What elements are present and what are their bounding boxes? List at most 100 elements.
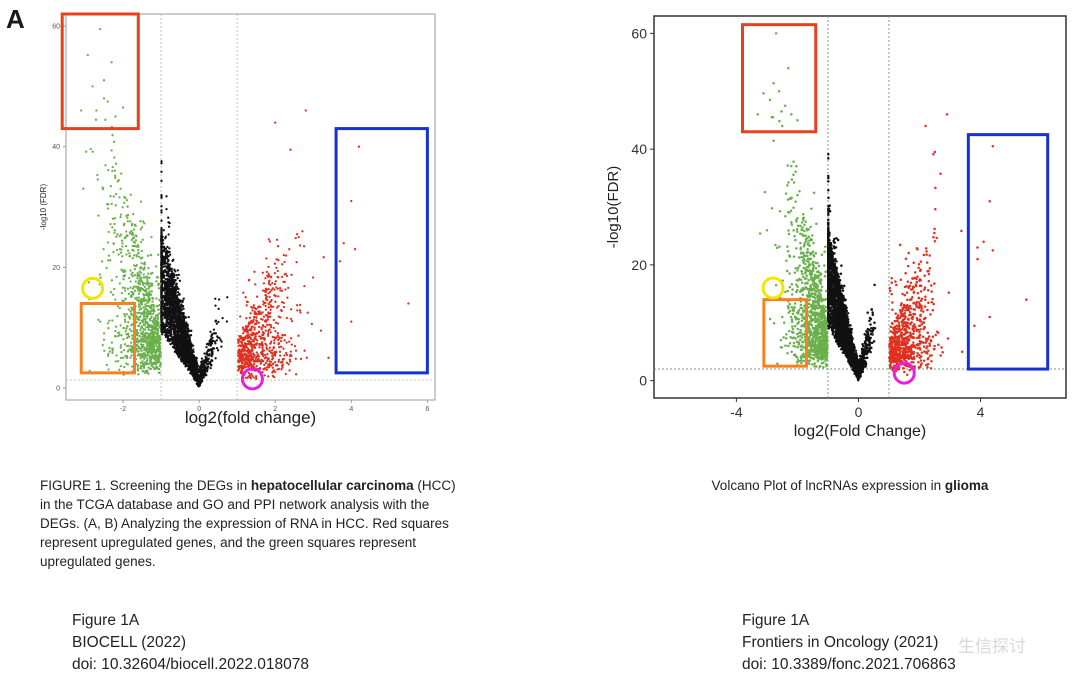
point-not-significant <box>167 280 170 283</box>
point-downregulated <box>142 312 146 315</box>
point-not-significant <box>182 307 185 310</box>
point-downregulated <box>137 353 141 356</box>
point-upregulated <box>248 328 252 331</box>
point-not-significant <box>217 298 221 301</box>
point-not-significant <box>164 314 168 317</box>
point-not-significant <box>178 325 181 328</box>
point-upregulated <box>260 358 263 362</box>
point-downregulated <box>144 328 147 331</box>
point-downregulated <box>99 276 102 279</box>
point-not-significant <box>174 313 177 316</box>
point-upregulated <box>286 296 289 299</box>
point-downregulated <box>120 291 123 295</box>
point-not-significant <box>194 361 197 364</box>
point-upregulated <box>245 304 248 307</box>
point-downregulated <box>147 340 151 343</box>
point-upregulated <box>264 308 268 311</box>
point-downregulated <box>158 299 161 302</box>
point-downregulated <box>142 296 146 300</box>
point-not-significant <box>160 303 163 306</box>
point-downregulated <box>121 356 125 359</box>
point-downregulated <box>114 360 117 363</box>
point-downregulated <box>140 349 143 353</box>
point-upregulated <box>239 356 243 360</box>
point-not-significant <box>166 336 170 340</box>
point-downregulated <box>149 355 152 358</box>
point-not-significant <box>160 160 163 163</box>
point-not-significant <box>178 320 181 323</box>
point-not-significant <box>160 162 163 165</box>
point-upregulated <box>298 244 302 247</box>
point-downregulated <box>112 195 115 198</box>
point-downregulated <box>98 273 102 276</box>
point-downregulated <box>96 178 99 181</box>
point-downregulated <box>108 319 111 322</box>
point-upregulated <box>283 260 286 264</box>
point-upregulated <box>250 353 253 356</box>
point-upregulated <box>296 309 299 312</box>
point-not-significant <box>168 301 172 304</box>
point-not-significant <box>179 312 182 315</box>
point-upregulated <box>257 355 261 358</box>
point-upregulated <box>276 331 279 335</box>
point-downregulated <box>124 320 127 324</box>
point-not-significant <box>210 354 213 357</box>
point-not-significant <box>165 290 168 293</box>
point-downregulated <box>123 236 126 240</box>
point-upregulated <box>289 148 292 151</box>
point-upregulated <box>270 364 273 367</box>
point-downregulated <box>101 187 105 191</box>
point-downregulated <box>147 366 150 369</box>
point-downregulated <box>120 350 123 354</box>
x-tick-label: 6 <box>425 406 429 413</box>
point-upregulated <box>310 322 313 326</box>
point-downregulated <box>126 234 129 238</box>
point-upregulated <box>238 353 242 356</box>
point-upregulated <box>243 357 246 360</box>
point-not-significant <box>183 342 187 346</box>
point-downregulated <box>149 272 153 275</box>
point-not-significant <box>210 359 213 362</box>
point-not-significant <box>864 365 867 368</box>
point-downregulated <box>139 364 143 368</box>
point-downregulated <box>118 196 121 199</box>
point-not-significant <box>173 307 177 311</box>
point-upregulated <box>254 315 258 319</box>
point-upregulated <box>238 360 241 363</box>
point-downregulated <box>125 327 128 330</box>
point-downregulated <box>104 118 107 121</box>
point-downregulated <box>111 217 115 220</box>
point-not-significant <box>161 300 164 303</box>
point-upregulated <box>279 289 282 292</box>
point-upregulated <box>276 334 279 337</box>
point-not-significant <box>183 346 187 350</box>
point-not-significant <box>184 351 188 355</box>
point-downregulated <box>85 150 88 153</box>
point-downregulated <box>141 220 145 223</box>
point-not-significant <box>208 348 211 352</box>
point-downregulated <box>94 118 98 121</box>
point-downregulated <box>130 238 133 242</box>
point-downregulated <box>111 293 115 296</box>
point-downregulated <box>105 363 108 367</box>
point-not-significant <box>169 331 173 334</box>
point-not-significant <box>209 366 212 370</box>
point-downregulated <box>107 254 111 257</box>
point-downregulated <box>140 338 143 341</box>
point-downregulated <box>122 338 125 341</box>
point-upregulated <box>241 326 245 329</box>
point-downregulated <box>134 245 137 248</box>
point-downregulated <box>148 348 152 351</box>
point-downregulated <box>130 273 133 276</box>
point-not-significant <box>182 361 185 364</box>
point-downregulated <box>141 256 144 259</box>
point-downregulated <box>156 339 160 343</box>
point-downregulated <box>128 348 131 351</box>
point-upregulated <box>252 363 256 366</box>
point-upregulated <box>267 302 270 306</box>
point-upregulated <box>250 340 253 343</box>
point-downregulated <box>150 352 154 355</box>
point-upregulated <box>242 332 245 335</box>
point-downregulated <box>126 350 130 353</box>
point-upregulated <box>311 276 315 279</box>
